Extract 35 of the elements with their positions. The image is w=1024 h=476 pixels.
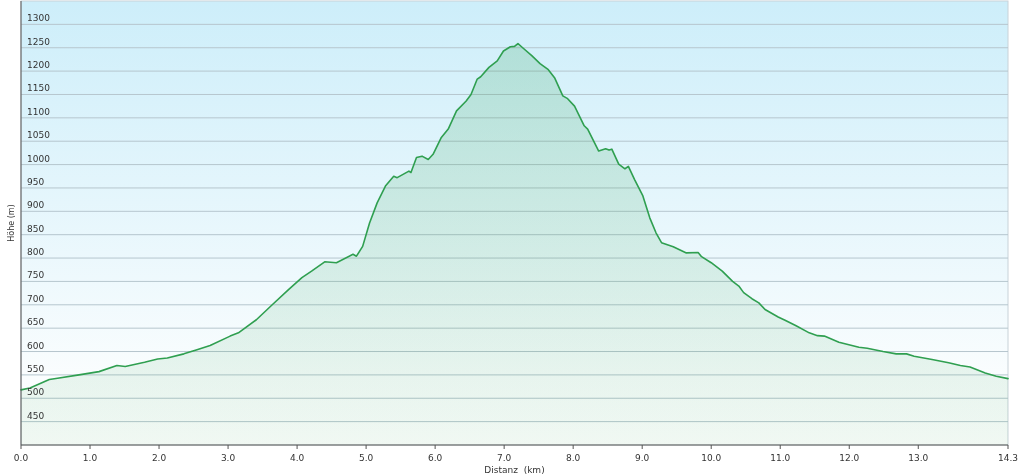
y-tick-label: 850 — [27, 223, 45, 234]
y-tick-label: 600 — [27, 340, 45, 351]
y-tick-label: 750 — [27, 270, 45, 281]
x-tick-label: 6.0 — [427, 453, 443, 463]
y-tick-label: 900 — [27, 200, 45, 211]
y-tick-label: 1000 — [27, 153, 51, 164]
y-tick-label: 1300 — [27, 13, 51, 24]
x-tick-label: 3.0 — [220, 453, 236, 463]
y-tick-label: 1250 — [27, 36, 51, 47]
x-tick-label: 4.0 — [289, 453, 305, 463]
x-tick-label: 11.0 — [770, 453, 791, 463]
y-tick-label: 700 — [27, 293, 45, 304]
y-tick-label: 650 — [27, 317, 45, 328]
y-tick-label: 1150 — [27, 83, 51, 94]
x-tick-label: 10.0 — [701, 453, 722, 463]
y-tick-label: 1100 — [27, 106, 51, 117]
y-tick-label: 1050 — [27, 130, 51, 141]
x-tick-label: 8.0 — [566, 453, 581, 463]
y-tick-label: 500 — [27, 387, 45, 398]
x-tick-label: 9.0 — [635, 453, 650, 463]
x-tick-label: 2.0 — [151, 453, 167, 463]
y-axis-title: Höhe (m) — [7, 204, 16, 242]
x-tick-label: 0.0 — [13, 453, 29, 463]
x-axis-title: Distanz (km) — [484, 465, 545, 475]
y-tick-label: 950 — [27, 176, 45, 187]
x-tick-label: 1.0 — [82, 453, 98, 463]
y-tick-label: 450 — [27, 410, 45, 421]
x-tick-label: 12.0 — [839, 453, 860, 463]
x-tick-label: 14.3 — [997, 453, 1019, 463]
y-tick-label: 800 — [27, 247, 45, 258]
x-tick-label: 5.0 — [358, 453, 374, 463]
x-tick-label: 7.0 — [496, 453, 512, 463]
x-tick-label: 13.0 — [908, 453, 929, 463]
y-tick-label: 550 — [27, 363, 45, 374]
y-tick-label: 1200 — [27, 60, 51, 71]
